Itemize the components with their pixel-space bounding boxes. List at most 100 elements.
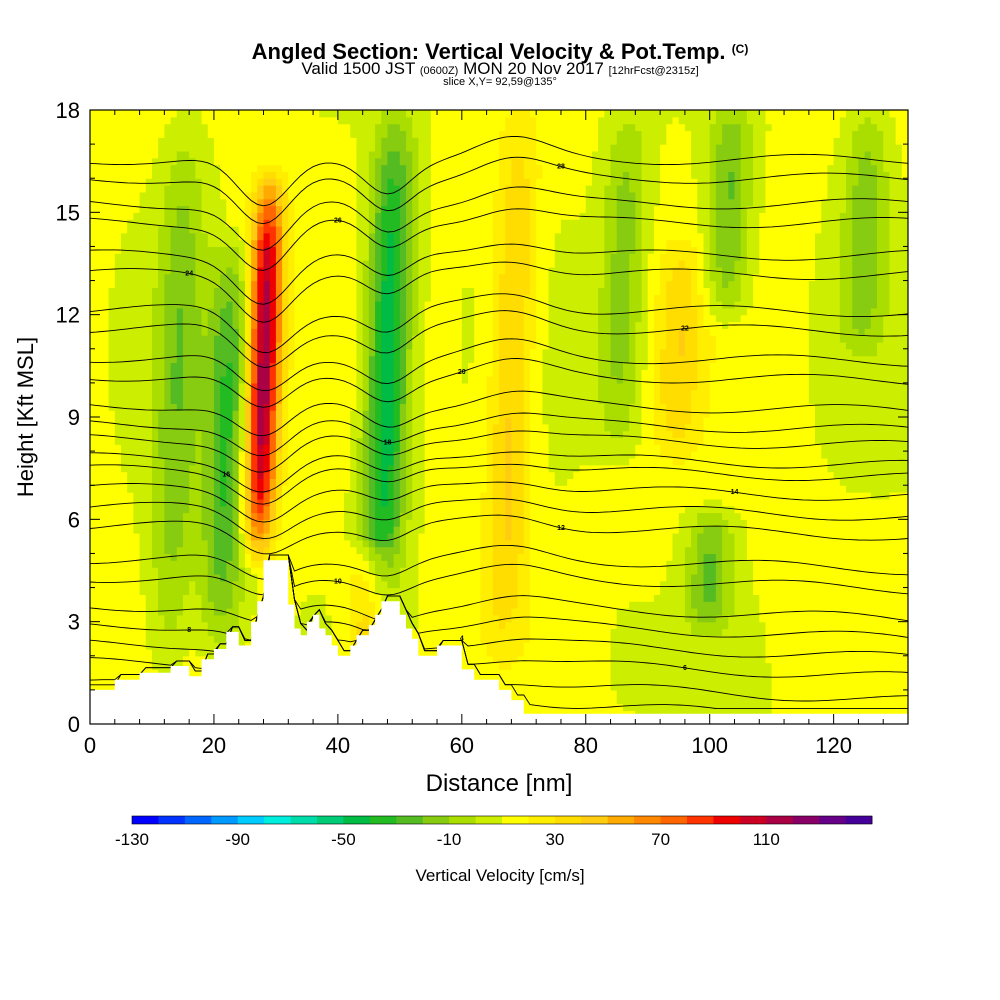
velocity-cell: [151, 587, 159, 595]
velocity-cell: [381, 587, 389, 595]
velocity-cell: [350, 464, 358, 473]
velocity-cell: [424, 430, 432, 439]
velocity-cell: [288, 382, 296, 391]
velocity-cell: [220, 185, 227, 193]
velocity-cell: [151, 478, 159, 486]
velocity-cell: [201, 185, 209, 193]
velocity-cell: [114, 642, 122, 650]
velocity-cell: [418, 444, 426, 452]
velocity-cell: [356, 382, 364, 391]
velocity-cell: [288, 532, 296, 541]
velocity-cell: [133, 307, 141, 316]
velocity-cell: [269, 150, 277, 159]
velocity-cell: [393, 301, 401, 309]
velocity-cell: [412, 171, 420, 179]
velocity-cell: [362, 519, 370, 527]
velocity-cell: [282, 110, 289, 118]
velocity-cell: [96, 519, 103, 527]
velocity-cell: [325, 628, 333, 636]
velocity-cell: [282, 389, 289, 398]
velocity-cell: [387, 260, 395, 268]
velocity-cell: [238, 382, 246, 391]
velocity-cell: [344, 608, 351, 616]
velocity-cell: [232, 444, 240, 452]
velocity-cell: [319, 164, 327, 172]
velocity-cell: [90, 608, 97, 616]
velocity-cell: [114, 669, 122, 677]
velocity-cell: [120, 219, 128, 227]
velocity-cell: [412, 396, 420, 404]
velocity-cell: [313, 587, 320, 595]
velocity-cell: [387, 532, 395, 541]
velocity-cell: [263, 157, 271, 166]
velocity-cell: [344, 519, 351, 527]
velocity-cell: [406, 594, 413, 602]
velocity-cell: [108, 648, 116, 657]
velocity-cell: [232, 157, 240, 166]
velocity-cell: [344, 594, 351, 602]
velocity-cell: [127, 287, 134, 295]
velocity-cell: [151, 280, 159, 288]
velocity-cell: [189, 498, 196, 507]
velocity-cell: [145, 621, 153, 630]
velocity-cell: [102, 403, 110, 411]
velocity-cell: [201, 451, 209, 459]
velocity-cell: [189, 608, 196, 616]
velocity-cell: [350, 273, 358, 282]
velocity-cell: [145, 164, 153, 172]
velocity-cell: [145, 389, 153, 398]
velocity-cell: [120, 444, 128, 452]
velocity-cell: [269, 444, 277, 452]
velocity-cell: [151, 307, 159, 316]
velocity-cell: [282, 451, 289, 459]
velocity-cell: [120, 307, 128, 316]
velocity-cell: [127, 232, 134, 241]
velocity-cell: [344, 648, 351, 657]
velocity-cell: [368, 178, 376, 186]
velocity-cell: [207, 376, 215, 384]
velocity-cell: [375, 219, 382, 227]
velocity-cell: [306, 519, 314, 527]
velocity-cell: [244, 307, 252, 316]
velocity-cell: [275, 457, 283, 466]
velocity-cell: [257, 573, 265, 582]
velocity-cell: [151, 287, 159, 295]
velocity-cell: [424, 157, 432, 166]
velocity-cell: [120, 335, 128, 343]
velocity-cell: [189, 171, 196, 179]
velocity-cell: [176, 560, 184, 568]
velocity-cell: [387, 225, 395, 234]
velocity-cell: [182, 157, 190, 166]
velocity-cell: [108, 396, 116, 404]
velocity-cell: [201, 532, 209, 541]
velocity-cell: [207, 485, 215, 493]
velocity-cell: [207, 635, 215, 643]
velocity-cell: [331, 341, 339, 350]
velocity-cell: [418, 492, 426, 500]
velocity-cell: [90, 437, 97, 445]
velocity-cell: [164, 123, 172, 132]
velocity-cell: [282, 444, 289, 452]
velocity-cell: [244, 273, 252, 282]
velocity-cell: [399, 171, 407, 179]
velocity-cell: [269, 130, 277, 138]
velocity-cell: [90, 526, 97, 534]
velocity-cell: [269, 423, 277, 432]
velocity-cell: [375, 362, 382, 370]
velocity-cell: [294, 185, 302, 193]
velocity-cell: [424, 594, 432, 602]
velocity-cell: [375, 301, 382, 309]
velocity-cell: [337, 123, 345, 132]
velocity-cell: [399, 498, 407, 507]
velocity-cell: [406, 403, 413, 411]
velocity-cell: [313, 328, 320, 336]
velocity-cell: [368, 430, 376, 439]
velocity-cell: [201, 123, 209, 132]
velocity-cell: [213, 567, 221, 575]
velocity-cell: [350, 280, 358, 288]
velocity-cell: [356, 471, 364, 479]
velocity-cell: [114, 232, 122, 241]
velocity-cell: [300, 396, 308, 404]
velocity-cell: [170, 389, 178, 398]
velocity-cell: [418, 232, 426, 241]
